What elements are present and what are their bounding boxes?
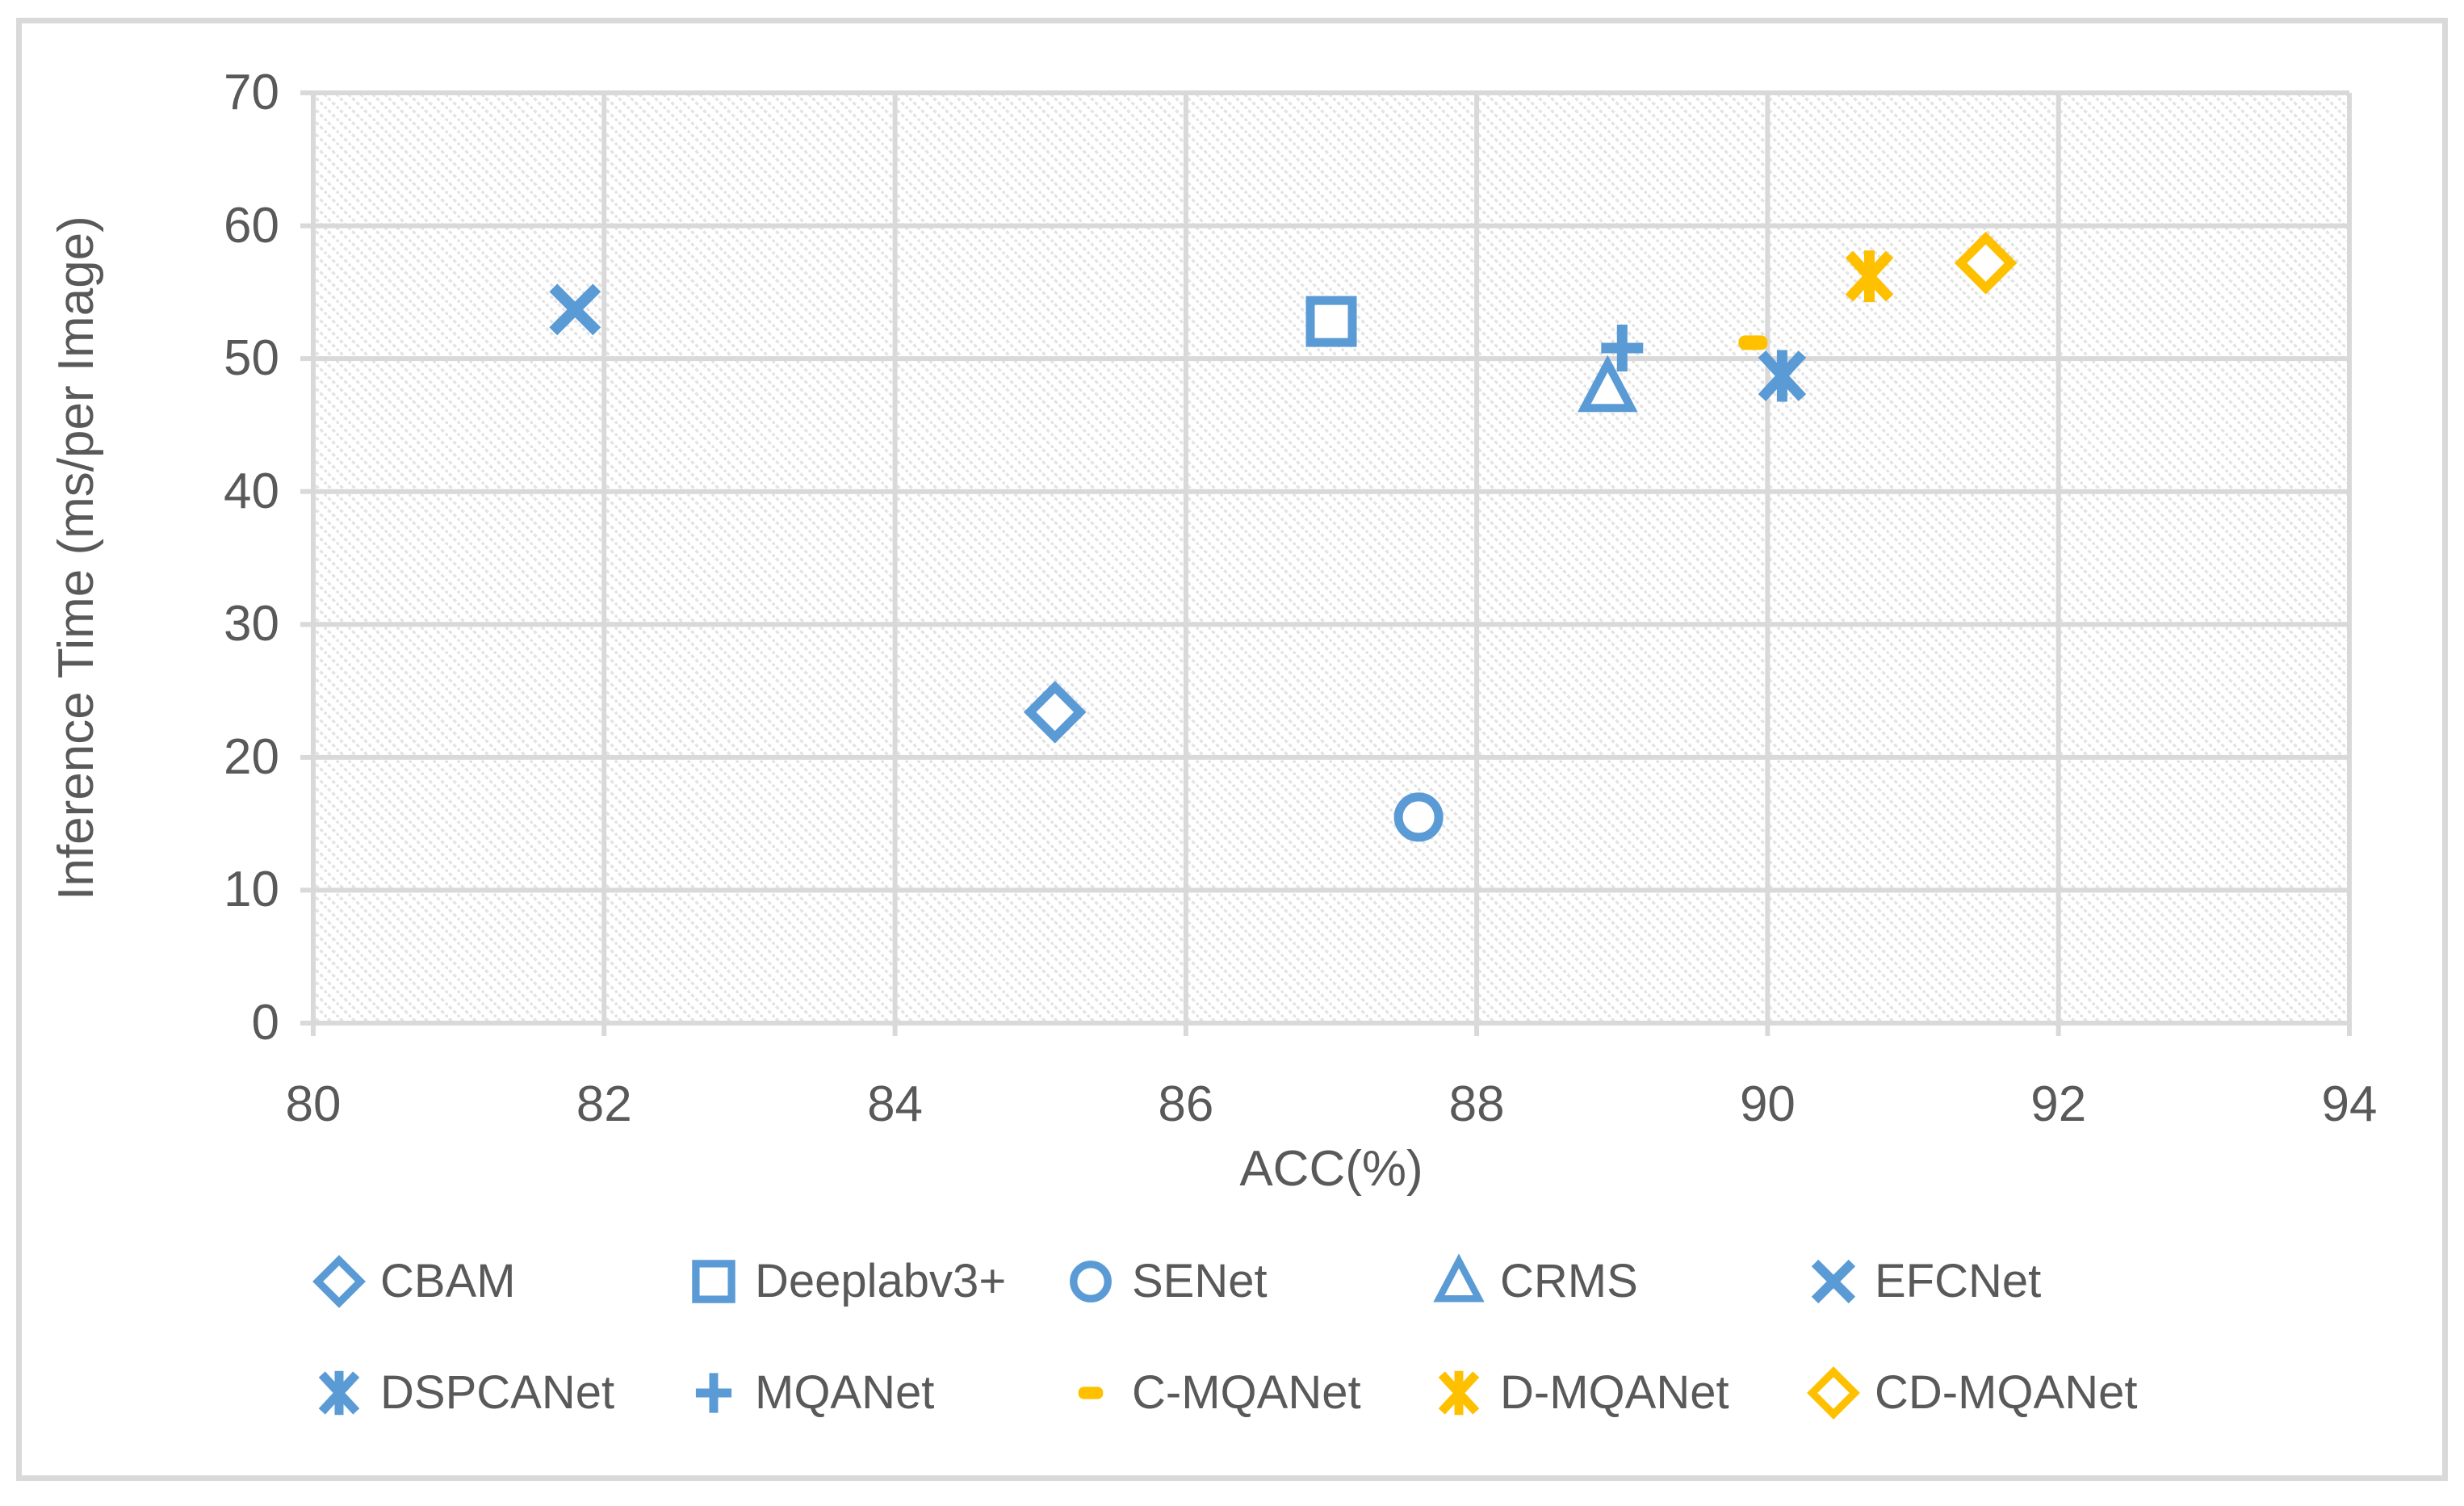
x-tick-label: 82: [576, 1076, 632, 1132]
x-tick-label: 80: [285, 1076, 342, 1132]
legend-item-EFCNet: EFCNet: [1797, 1245, 2041, 1318]
legend-item-D-MQANet: D-MQANet: [1423, 1357, 1729, 1429]
x-tick-label: 86: [1158, 1076, 1214, 1132]
data-point-SENet: [1393, 792, 1444, 842]
legend-item-C-MQANet: C-MQANet: [1054, 1357, 1361, 1429]
legend-marker-diamond-icon: [312, 1255, 366, 1308]
data-point-CBAM: [1023, 681, 1087, 744]
legend-item-MQANet: MQANet: [677, 1357, 934, 1429]
legend-marker-circle-icon: [1070, 1261, 1112, 1303]
legend-item-CRMS: CRMS: [1423, 1245, 1638, 1318]
legend-label: EFCNet: [1875, 1255, 2042, 1307]
x-axis-title: ACC(%): [1239, 1141, 1423, 1197]
y-tick-label: 50: [224, 330, 279, 387]
y-tick-label: 10: [224, 862, 279, 918]
legend-label: DSPCANet: [380, 1366, 615, 1419]
y-tick-label: 40: [224, 463, 279, 519]
data-point-D-MQANet: [1845, 250, 1894, 303]
data-point-CRMS: [1578, 354, 1638, 413]
legend-label: CD-MQANet: [1875, 1366, 2138, 1419]
y-tick-label: 30: [224, 596, 279, 652]
y-tick-label: 0: [251, 995, 279, 1051]
legend-label: CBAM: [380, 1255, 516, 1307]
data-point-Deeplabv3+: [1305, 296, 1357, 347]
y-axis-title: Inference Time (ms/per Image): [48, 216, 104, 900]
legend-marker-star-x-icon: [1438, 1370, 1480, 1416]
legend-marker-diamond-icon: [1807, 1366, 1860, 1420]
x-tick-label: 90: [1739, 1076, 1796, 1132]
legend-marker-square-icon: [692, 1260, 735, 1303]
y-tick-label: 20: [224, 728, 279, 785]
legend-label: SENet: [1132, 1255, 1268, 1307]
x-tick-label: 92: [2030, 1076, 2087, 1132]
legend-label: MQANet: [755, 1366, 935, 1419]
data-point-MQANet: [1601, 325, 1644, 371]
legend-marker-dash-icon: [1078, 1386, 1104, 1399]
legend-marker-triangle-icon: [1433, 1253, 1485, 1303]
y-tick-label: 60: [224, 197, 279, 254]
data-point-DSPCANet: [1758, 350, 1807, 402]
legend-label: CRMS: [1500, 1255, 1638, 1307]
legend-label: D-MQANet: [1500, 1366, 1729, 1419]
legend-marker-star-x-icon: [318, 1370, 360, 1416]
data-point-EFCNet: [549, 283, 601, 336]
legend-marker-plus-icon: [695, 1373, 732, 1413]
legend-label: C-MQANet: [1132, 1366, 1361, 1419]
data-point-C-MQANet: [1738, 335, 1768, 350]
legend-label: Deeplabv3+: [755, 1255, 1007, 1307]
legend-item-CBAM: CBAM: [303, 1245, 516, 1318]
legend-item-SENet: SENet: [1054, 1245, 1268, 1318]
x-tick-label: 88: [1448, 1076, 1505, 1132]
legend-marker-x-icon: [1811, 1259, 1856, 1304]
x-tick-label: 84: [867, 1076, 924, 1132]
y-tick-label: 70: [224, 65, 279, 120]
x-tick-label: 94: [2321, 1076, 2378, 1132]
legend-item-Deeplabv3+: Deeplabv3+: [677, 1245, 1006, 1318]
legend-item-DSPCANet: DSPCANet: [303, 1357, 614, 1429]
legend-item-CD-MQANet: CD-MQANet: [1797, 1357, 2137, 1429]
data-point-CD-MQANet: [1954, 231, 2018, 295]
